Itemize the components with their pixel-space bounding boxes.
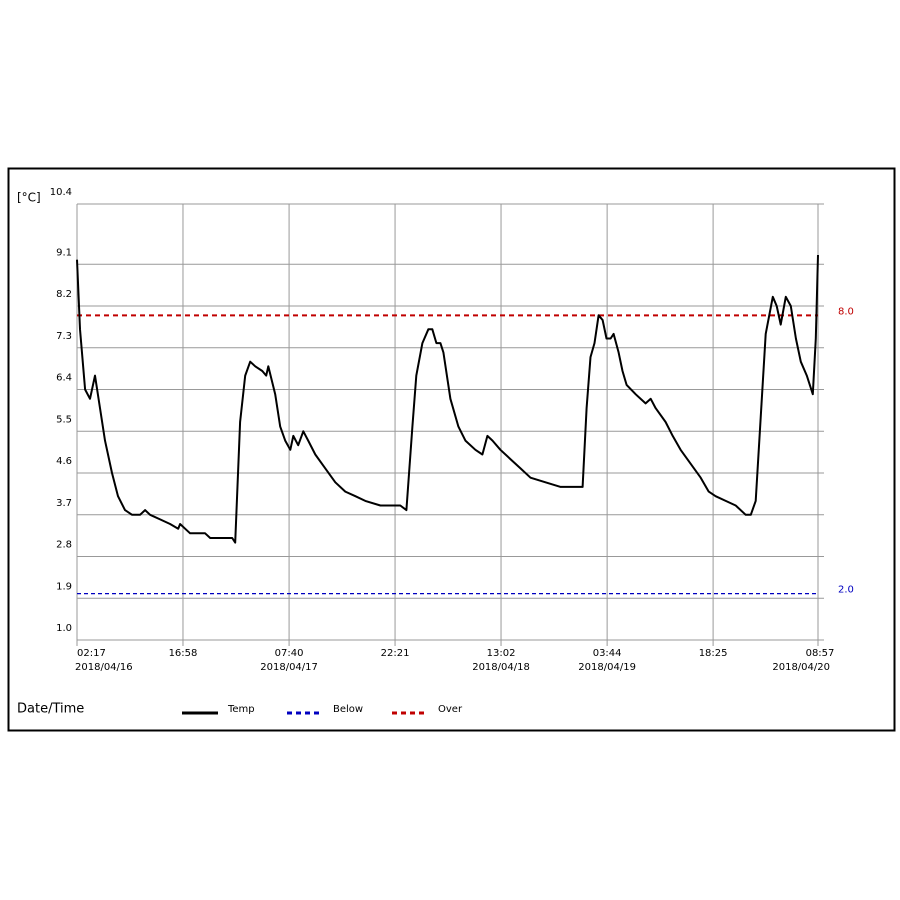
x-tick-label: 18:25 [699, 648, 728, 659]
x-tick-label: 16:58 [169, 648, 198, 659]
threshold-label: 2.0 [838, 585, 854, 596]
y-tick-label: 1.0 [56, 623, 72, 634]
y-tick-label: 9.1 [56, 247, 72, 258]
threshold-label: 8.0 [838, 306, 854, 317]
legend-label: Temp [227, 704, 255, 715]
legend-label: Below [333, 704, 363, 715]
y-tick-label: 5.5 [56, 414, 72, 425]
x-tick-date: 2018/04/17 [260, 662, 318, 673]
y-axis-label: [°C] [17, 191, 41, 205]
y-tick-label: 4.6 [56, 456, 72, 467]
frame [7, 167, 896, 732]
x-tick-date: 2018/04/20 [772, 662, 830, 673]
y-tick-label: 3.7 [56, 498, 72, 509]
x-tick-label: 13:02 [487, 648, 516, 659]
x-tick-label: 22:21 [381, 648, 410, 659]
y-tick-label: 10.4 [50, 187, 72, 198]
x-axis-label: Date/Time [17, 702, 84, 717]
x-tick-date: 2018/04/19 [578, 662, 636, 673]
y-tick-label: 1.9 [56, 581, 72, 592]
x-tick-date: 2018/04/18 [472, 662, 530, 673]
y-tick-label: 6.4 [56, 373, 72, 384]
x-tick-label: 08:57 [806, 648, 835, 659]
y-tick-label: 2.8 [56, 540, 72, 551]
x-tick-label: 02:17 [77, 648, 106, 659]
x-tick-label: 07:40 [275, 648, 304, 659]
y-tick-label: 8.2 [56, 289, 72, 300]
x-tick-date: 2018/04/16 [75, 662, 133, 673]
legend-label: Over [438, 704, 463, 715]
y-tick-label: 7.3 [56, 331, 72, 342]
line-series [76, 254, 819, 544]
x-tick-label: 03:44 [593, 648, 622, 659]
